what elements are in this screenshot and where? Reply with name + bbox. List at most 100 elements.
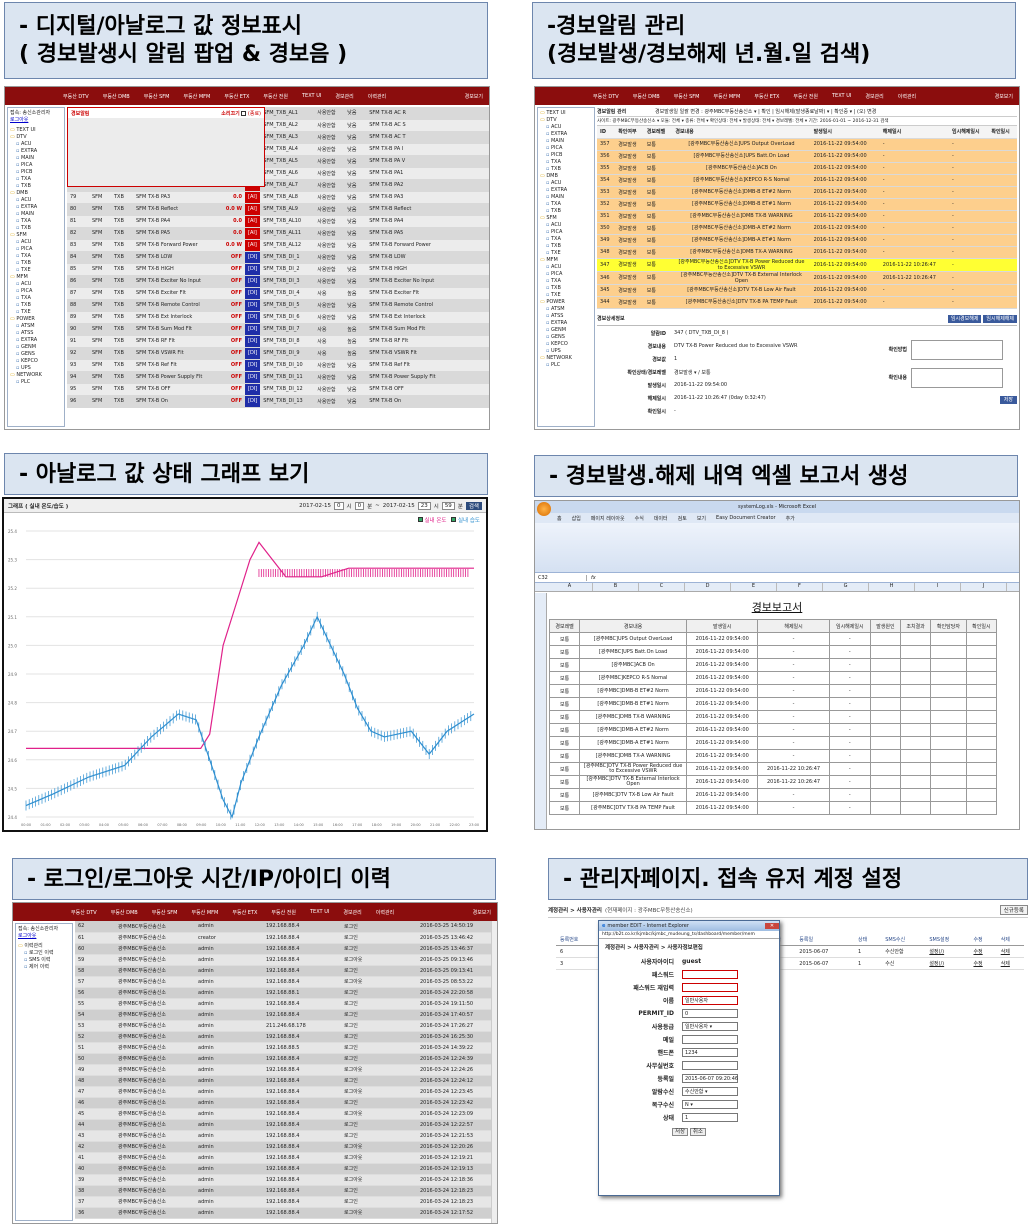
nav-item[interactable]: 무등산 전원 [263, 93, 288, 100]
ribbon-tab[interactable]: 추가 [785, 515, 795, 522]
table-row[interactable]: 42 광주MBC무등산송신소 admin 192.168.88.4 로그아웃 2016-0… [75, 1141, 491, 1153]
table-row[interactable]: 79 SFM TXB SFM TX-B PA3 0.0 [AI] SFM_TXB_AL8 사용… [67, 191, 489, 204]
alarm-row[interactable]: 354 경보발생 보통 [광주MBC무등산송신소]KEPCO R-S Nomal 201… [597, 174, 1017, 187]
tree-node[interactable]: ▭ 이력관리 [18, 943, 70, 950]
confirm-content-input[interactable] [911, 367, 1003, 388]
nav-item[interactable]: 이력관리 [375, 909, 395, 916]
table-row[interactable]: 86 SFM TXB SFM TX-B Exciter No Input OFF [DI]… [67, 275, 489, 288]
confirm-method-input[interactable] [911, 339, 1003, 360]
nav-item[interactable]: TEXT UI [302, 93, 322, 99]
nav-item[interactable]: 무등산 DTV [593, 93, 619, 100]
table-row[interactable]: 48 광주MBC무등산송신소 admin 192.168.88.4 로그인 2016-03… [75, 1075, 491, 1087]
tree-node[interactable]: ▫ PLC [540, 362, 592, 369]
cell[interactable]: 수정 [969, 945, 997, 958]
cell[interactable]: 삭제 [996, 957, 1024, 970]
tree-node[interactable]: ▫ PICA [540, 145, 592, 152]
tree-node[interactable]: ▭ MFM [10, 274, 62, 281]
table-row[interactable]: 37 광주MBC무등산송신소 admin 192.168.88.4 로그인 2016-03… [75, 1196, 491, 1208]
tree-node[interactable]: ▭ TEXT UI [540, 110, 592, 117]
search-bar[interactable]: 사이트: 광주MBC무등산송신소 ▾ 모듈: 전체 ▾ 종류: 전체 ▾ 확인상… [597, 116, 1017, 126]
ribbon-tab[interactable]: 페이지 레이아웃 [590, 515, 625, 522]
tree-node[interactable]: ▭ MFM [540, 257, 592, 264]
tree-node[interactable]: ▫ EXTRA [10, 337, 62, 344]
tree-node[interactable]: ▫ PICB [540, 152, 592, 159]
table-row[interactable]: 88 SFM TXB SFM TX-B Remote Control OFF [DI] SF… [67, 299, 489, 312]
temp-release-button[interactable]: 임시경보해제 [947, 314, 982, 323]
tree-node[interactable]: ▫ ATSM [10, 323, 62, 330]
logout-button[interactable]: 로그아웃 [18, 933, 37, 939]
nav-item[interactable]: 무등산 SFM [673, 93, 700, 100]
popup-url[interactable]: http://b2t.co.kr/kjmbc/kjmbc_mudeung_ts/… [599, 931, 779, 939]
legend-temp-checkbox[interactable] [417, 517, 423, 522]
alarm-row[interactable]: 357 경보발생 보통 [광주MBC무등산송신소]UPS Output OverLoa… [597, 138, 1017, 151]
tree-node[interactable]: ▫ MAIN [540, 138, 592, 145]
tree-node[interactable]: ▫ TXA [10, 176, 62, 183]
tree-node[interactable]: ▫ EXTRA [540, 320, 592, 327]
name-box[interactable]: C32 [535, 574, 587, 581]
tree-node[interactable]: ▫ SMS 이력 [18, 957, 70, 964]
nav-item[interactable]: TEXT UI [832, 93, 852, 99]
tree-node[interactable]: ▫ TXA [540, 278, 592, 285]
tree-node[interactable]: ▫ TXA [540, 159, 592, 166]
nav-item[interactable]: 무등산 MFM [191, 909, 219, 916]
tree-node[interactable]: ▫ PICA [540, 271, 592, 278]
table-row[interactable]: 47 광주MBC무등산송신소 admin 192.168.88.4 로그아웃 2016-0… [75, 1086, 491, 1098]
form-input[interactable] [682, 970, 738, 979]
hour-to-select[interactable]: 23 [417, 501, 431, 510]
tree-node[interactable]: ▫ KEPCO [10, 358, 62, 365]
tree-node[interactable]: ▫ TXA [10, 218, 62, 225]
cell[interactable]: 수정 [969, 957, 997, 970]
tree-node[interactable]: ▭ DMB [10, 190, 62, 197]
tree-node[interactable]: ▭ POWER [10, 316, 62, 323]
mute-button[interactable]: 소리끄기 [221, 110, 240, 117]
alarm-row[interactable]: 351 경보발생 보통 [광주MBC무등산송신소]DMB TX-B WARNING 20… [597, 210, 1017, 223]
alarm-row[interactable]: 345 경보발생 보통 [광주MBC무등산송신소]DTV TX-B Low Air F… [597, 284, 1017, 297]
table-row[interactable]: 81 SFM TXB SFM TX-B PA4 0.0 [AI] SFM_TXB_AL10 사… [67, 215, 489, 228]
tree-node[interactable]: ▫ MAIN [10, 155, 62, 162]
nav-alarm-link[interactable]: 경보보기 [994, 93, 1013, 100]
table-row[interactable]: 89 SFM TXB SFM TX-B Ext Interlock OFF [DI] SFM… [67, 311, 489, 324]
alarm-row[interactable]: 347 경보발생 보통 [광주MBC무등산송신소]DTV TX-B Power Red… [597, 258, 1017, 272]
alarm-row[interactable]: 344 경보발생 보통 [광주MBC무등산송신소]DTV TX-B PA TEMP F… [597, 296, 1017, 309]
nav-item[interactable]: 무등산 SFM [143, 93, 170, 100]
tree-node[interactable]: ▫ GENM [10, 344, 62, 351]
cell[interactable]: 삭제 [996, 945, 1024, 958]
table-row[interactable]: 93 SFM TXB SFM TX-B Ref Flt OFF [DI] SFM_TXB_D… [67, 359, 489, 372]
table-row[interactable]: 82 SFM TXB SFM TX-B PA5 0.0 [AI] SFM_TXB_AL11 사… [67, 227, 489, 240]
tree-node[interactable]: ▫ ACU [540, 222, 592, 229]
tree-node[interactable]: ▫ UPS [540, 348, 592, 355]
table-row[interactable]: 50 광주MBC무등산송신소 admin 192.168.88.4 로그인 2016-03… [75, 1053, 491, 1065]
tree-node[interactable]: ▫ ATSS [10, 330, 62, 337]
alarm-row[interactable]: 353 경보발생 보통 [광주MBC무등산송신소]DMB-B ET#2 Norm 201… [597, 186, 1017, 199]
tree-node[interactable]: ▫ TXB [10, 225, 62, 232]
table-row[interactable]: 58 광주MBC무등산송신소 admin 192.168.88.4 로그인 2016-03… [75, 965, 491, 977]
nav-item[interactable]: TEXT UI [310, 909, 330, 915]
table-row[interactable]: 53 광주MBC무등산송신소 admin 211.246.68.178 로그인 2016-… [75, 1020, 491, 1032]
tree-node[interactable]: ▫ EXTRA [10, 148, 62, 155]
table-row[interactable]: 46 광주MBC무등산송신소 admin 192.168.88.4 로그인 2016-03… [75, 1097, 491, 1109]
form-input[interactable]: 일반사용자 [682, 996, 738, 1005]
table-row[interactable]: 39 광주MBC무등산송신소 admin 192.168.88.4 로그아웃 2016-0… [75, 1174, 491, 1186]
table-row[interactable]: 56 광주MBC무등산송신소 admin 192.168.88.1 로그인 2016-03… [75, 987, 491, 999]
tree-node[interactable]: ▫ MAIN [540, 194, 592, 201]
nav-item[interactable]: 무등산 전원 [793, 93, 818, 100]
nav-item[interactable]: 무등산 DMB [102, 93, 130, 100]
nav-item[interactable]: 무등산 MFM [713, 93, 741, 100]
tree-node[interactable]: ▫ ATSS [540, 313, 592, 320]
tree-node[interactable]: ▭ SFM [10, 232, 62, 239]
office-button[interactable] [537, 502, 551, 516]
ribbon-tab[interactable]: 보기 [696, 515, 707, 522]
popup-cancel-button[interactable]: 취소 [689, 1128, 706, 1136]
tree-node[interactable]: ▫ 로그인 이력 [18, 950, 70, 957]
table-row[interactable]: 61 광주MBC무등산송신소 creator 192.168.88.4 로그인 2016-… [75, 932, 491, 944]
tree-node[interactable]: ▫ TXE [10, 309, 62, 316]
tree-node[interactable]: ▫ GENS [10, 351, 62, 358]
table-row[interactable]: 41 광주MBC무등산송신소 admin 192.168.88.4 로그아웃 2016-0… [75, 1152, 491, 1164]
minute-from-select[interactable]: 0 [354, 501, 365, 510]
form-input[interactable]: N ▾ [682, 1100, 738, 1109]
table-row[interactable]: 49 광주MBC무등산송신소 admin 192.168.88.4 로그아웃 2016-0… [75, 1064, 491, 1076]
tree-node[interactable]: ▫ GENS [540, 334, 592, 341]
tree-node[interactable]: ▭ DTV [10, 134, 62, 141]
legend-humid-checkbox[interactable] [451, 517, 457, 522]
alarm-row[interactable]: 346 경보발생 보통 [광주MBC무등산송신소]DTV TX-B External … [597, 271, 1017, 285]
